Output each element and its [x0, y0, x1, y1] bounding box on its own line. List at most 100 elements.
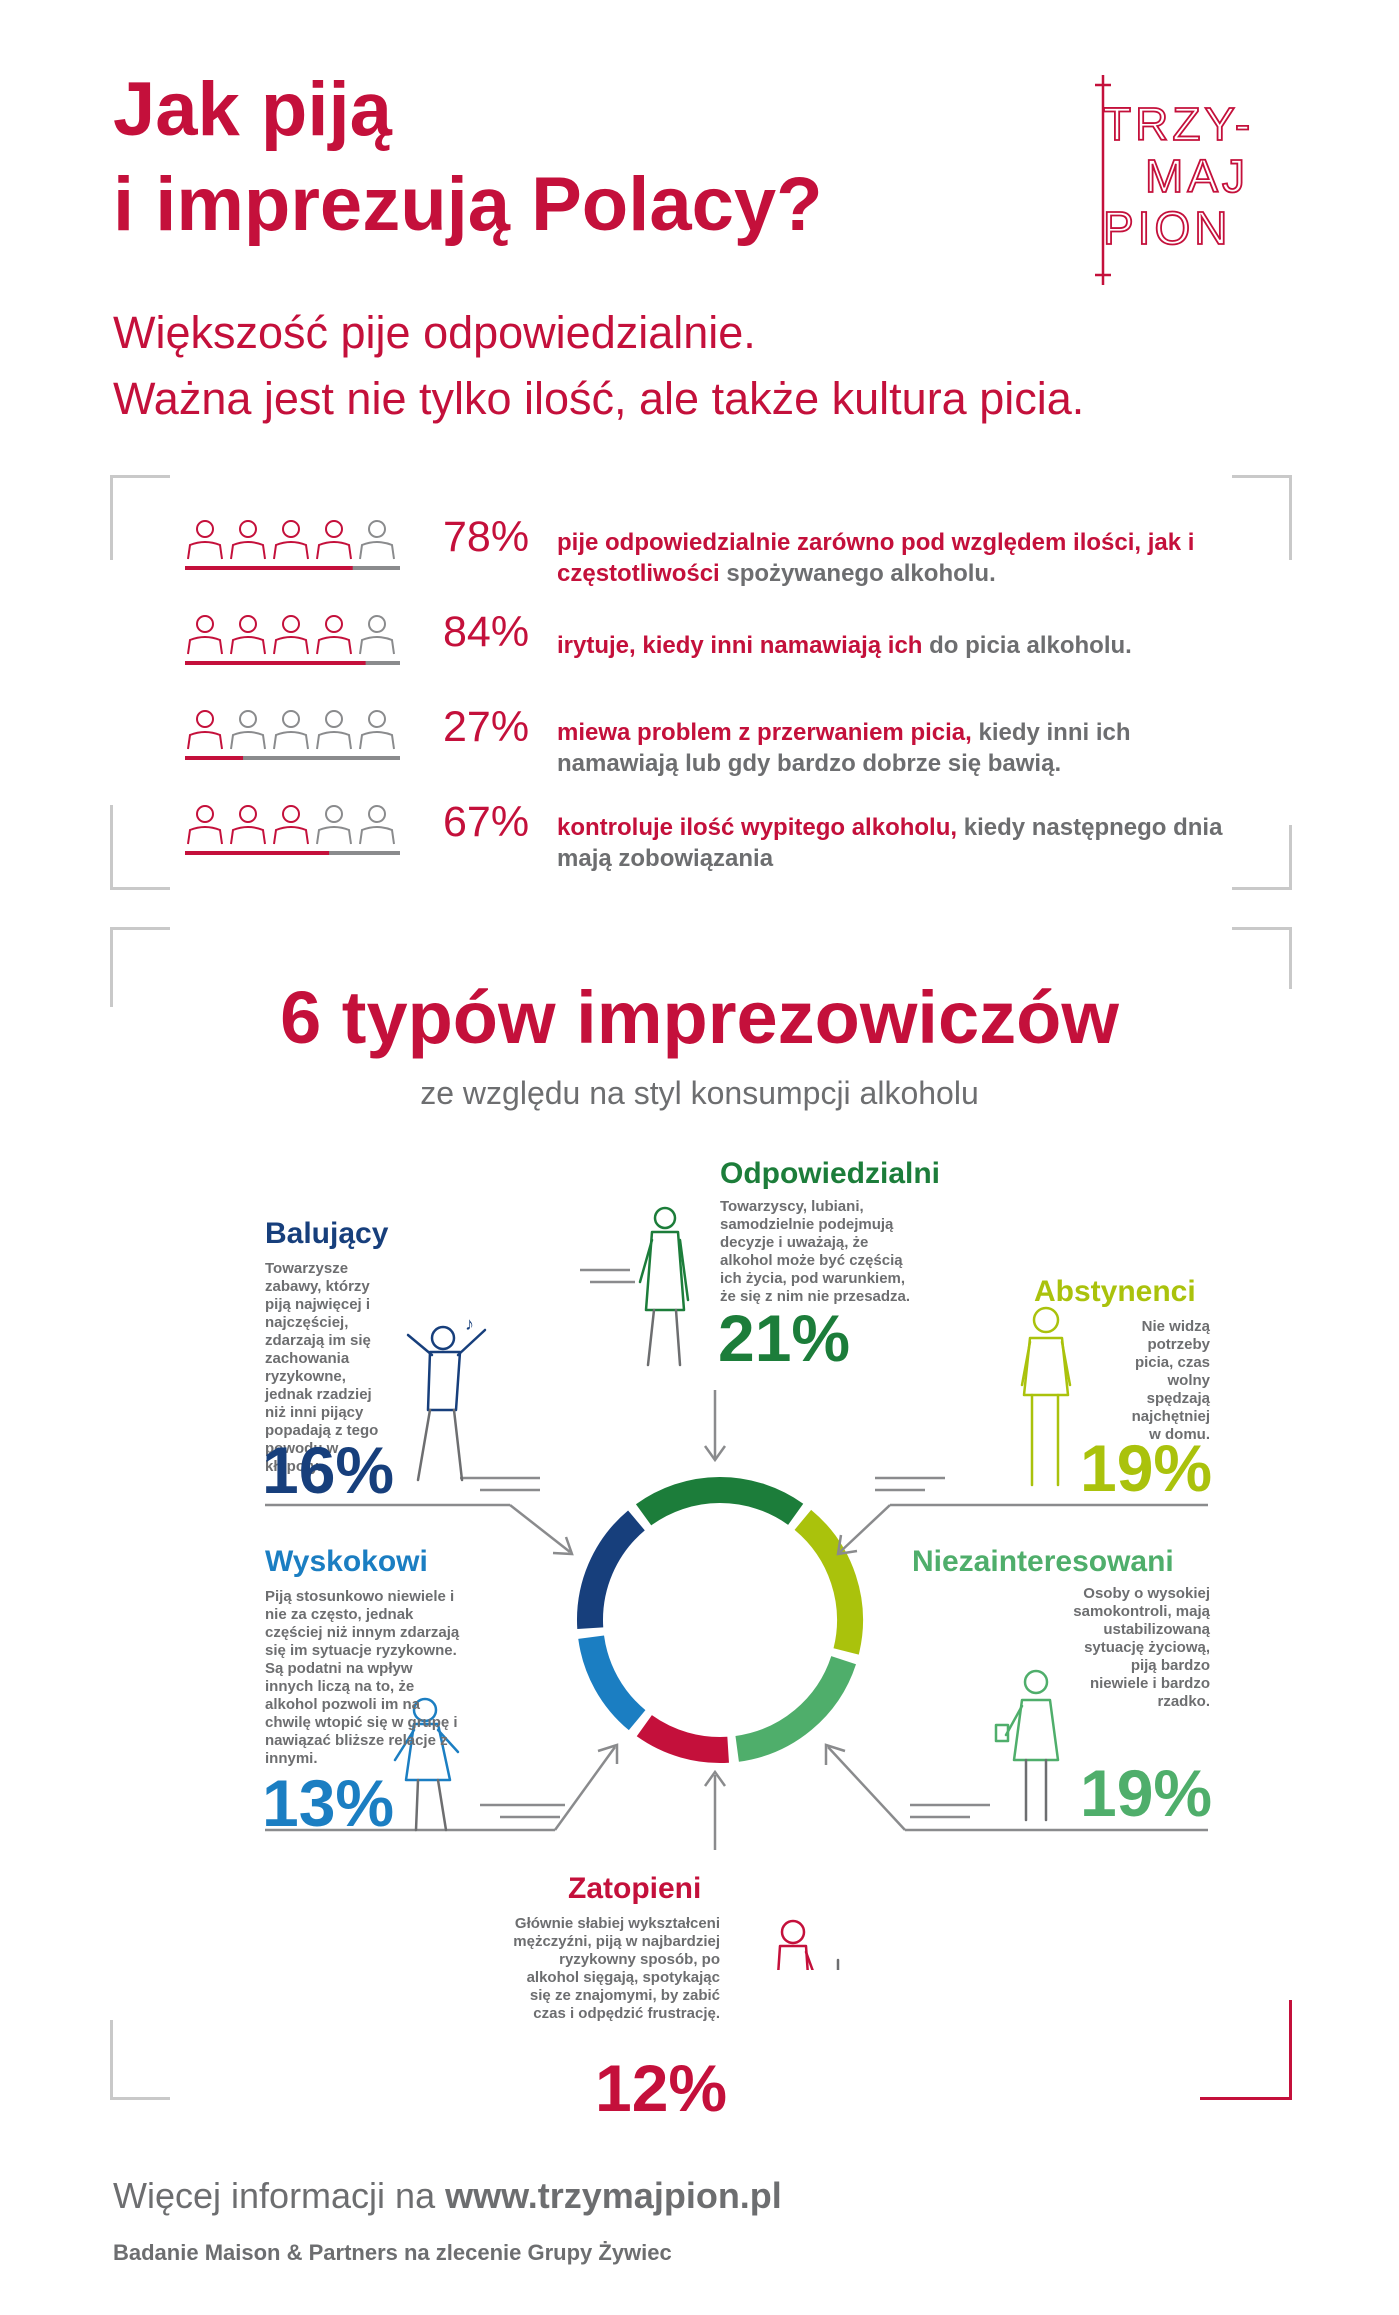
person-icon [316, 615, 352, 655]
stat-rest: kiedy inni ich namawiają lub gdy bardzo … [557, 719, 1131, 777]
people-icon [185, 805, 400, 855]
frame-corner [110, 2097, 170, 2100]
person-icon [187, 805, 223, 845]
frame-corner [110, 887, 170, 890]
person-icon [316, 805, 352, 845]
title-line-2: i imprezują Polacy? [113, 162, 823, 247]
stat-row: 78% pije odpowiedzialnie zarówno pod wzg… [185, 513, 1235, 595]
stat-percent: 67% [443, 798, 530, 846]
type-desc-zatopieni: Głównie słabiej wykształceni mężczyźni, … [513, 1915, 720, 2022]
type-desc-niezainteresowani: Osoby o wysokiej samokontroli, mają usta… [1073, 1585, 1210, 1710]
donut-segment-wyskokowi [578, 1635, 646, 1731]
title-line-1: Jak piją [113, 67, 392, 152]
person-icon [230, 710, 266, 750]
section-title: 6 typów imprezowiczów [280, 976, 1119, 1059]
type-desc-abstynenci: Nie widzą potrzeby picia, czas wolny spę… [1131, 1318, 1210, 1443]
subtitle-line-2: Ważna jest nie tylko ilość, ale także ku… [113, 373, 1085, 424]
stat-row: 67% kontroluje ilość wypitego alkoholu, … [185, 798, 1235, 880]
frame-corner [110, 475, 113, 560]
stat-rest: kiedy następnego dnia mają zobowiązania [557, 814, 1223, 872]
subtitle-line-1: Większość pije odpowiedzialnie. [113, 307, 756, 358]
donut-segment-balujacy [577, 1510, 646, 1629]
stat-text: kontroluje ilość wypitego alkoholu, kied… [557, 812, 1257, 874]
person-icon [230, 520, 266, 560]
person-icon [359, 615, 395, 655]
stat-percent: 78% [443, 513, 530, 561]
type-name-wyskokowi: Wyskokowi [265, 1545, 428, 1578]
stat-highlight: kontroluje ilość wypitego alkoholu, [557, 814, 958, 841]
type-name-odpowiedzialni: Odpowiedzialni [720, 1157, 941, 1190]
stat-highlight: irytuje, kiedy inni namawiają ich [557, 632, 923, 659]
footer-prefix: Więcej informacji na [113, 2175, 446, 2216]
stat-text: irytuje, kiedy inni namawiają ich do pic… [557, 630, 1257, 661]
person-icon [187, 615, 223, 655]
drinking-man-figure [777, 1919, 840, 1970]
frame-corner [110, 927, 170, 930]
person-icon [187, 520, 223, 560]
frame-corner [1289, 927, 1292, 989]
type-percent-odpowiedzialni: 21% [718, 1301, 851, 1375]
person-icon [359, 520, 395, 560]
type-percent-niezainteresowani: 19% [1080, 1756, 1213, 1830]
type-desc-wyskokowi: Piją stosunkowo niewiele i nie za często… [265, 1588, 460, 1767]
person-icon [273, 520, 309, 560]
frame-corner [1232, 927, 1292, 930]
people-icon [185, 710, 400, 760]
frame-corner [1232, 887, 1292, 890]
donut-segment-niezainteresowani [735, 1655, 856, 1762]
person-icon [230, 615, 266, 655]
jumping-woman-figure [393, 1697, 460, 1832]
person-icon [187, 710, 223, 750]
stat-percent: 27% [443, 703, 530, 751]
type-desc-odpowiedzialni: Towarzyscy, lubiani, samodzielnie podejm… [720, 1198, 911, 1305]
section-subtitle: ze względu na styl konsumpcji alkoholu [420, 1075, 979, 1111]
stat-percent: 84% [443, 608, 530, 656]
person-icon [273, 615, 309, 655]
logo-line-2: MAJ [1145, 150, 1249, 202]
frame-corner [110, 927, 113, 1007]
svg-text:♪: ♪ [465, 1314, 474, 1334]
footer-more-info: Więcej informacji na www.trzymajpion.pl [113, 2175, 782, 2217]
people-icon [185, 520, 400, 570]
type-name-balujacy: Balujący [265, 1217, 389, 1250]
frame-corner [1289, 475, 1292, 560]
type-percent-wyskokowi: 13% [262, 1766, 395, 1840]
type-name-zatopieni: Zatopieni [568, 1872, 702, 1905]
connector-lines [265, 1268, 1208, 1850]
trzymajpion-logo: TRZY- MAJ PION [1095, 75, 1254, 285]
uninterested-woman-figure [994, 1669, 1060, 1822]
person-icon [359, 710, 395, 750]
stat-highlight: miewa problem z przerwaniem picia, [557, 719, 972, 746]
donut-segment-odpowiedzialni [635, 1477, 804, 1526]
stat-row: 84% irytuje, kiedy inni namawiają ich do… [185, 608, 1235, 690]
person-icon [273, 710, 309, 750]
frame-corner [1289, 2000, 1292, 2100]
type-desc-balujacy: Towarzysze zabawy, którzy piją najwięcej… [265, 1260, 379, 1475]
type-percent-abstynenci: 19% [1080, 1431, 1213, 1505]
frame-corner [110, 475, 170, 478]
frame-corner [110, 805, 113, 890]
type-name-abstynenci: Abstynenci [1034, 1275, 1196, 1308]
stat-rest: do picia alkoholu. [922, 632, 1132, 659]
stat-text: miewa problem z przerwaniem picia, kiedy… [557, 717, 1257, 779]
footer-url-link[interactable]: www.trzymajpion.pl [445, 2175, 782, 2216]
type-name-niezainteresowani: Niezainteresowani [912, 1545, 1174, 1578]
type-percent-zatopieni: 12% [595, 2051, 728, 2125]
frame-corner [1289, 825, 1292, 890]
stat-row: 27% miewa problem z przerwaniem picia, k… [185, 703, 1235, 785]
people-icon [185, 615, 400, 665]
footer-source: Badanie Maison & Partners na zlecenie Gr… [113, 2240, 672, 2265]
stat-rest: spożywanego alkoholu. [719, 560, 996, 587]
donut-chart: ♪ [265, 1206, 1208, 1970]
logo-line-3: PION [1103, 202, 1231, 254]
donut-segment-abstynenci [794, 1509, 863, 1655]
person-icon [230, 805, 266, 845]
abstainer-figure [1020, 1306, 1072, 1487]
subtitle: Większość pije odpowiedzialnie. Ważna je… [113, 300, 1084, 432]
donut-segment-zatopieni [636, 1714, 729, 1763]
logo-line-1: TRZY- [1103, 98, 1254, 150]
frame-corner [1200, 2097, 1292, 2100]
person-icon [316, 710, 352, 750]
page-title: Jak piją i imprezują Polacy? [113, 62, 823, 252]
person-icon [359, 805, 395, 845]
